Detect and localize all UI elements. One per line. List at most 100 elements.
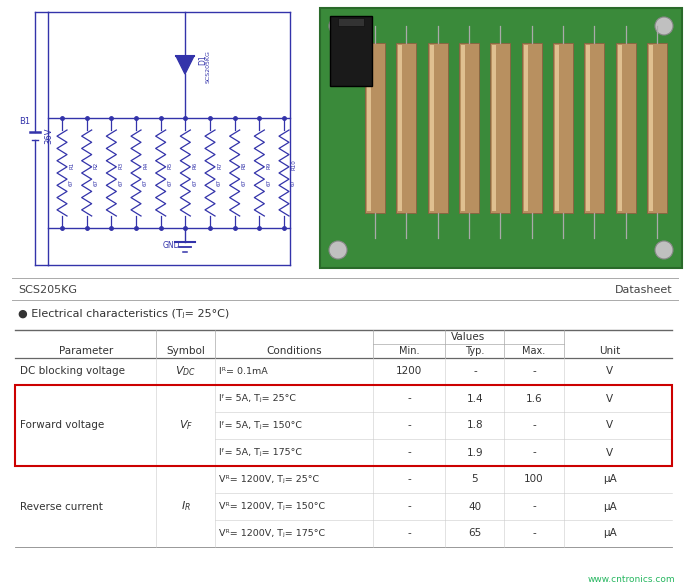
Bar [649,45,653,211]
Text: 67: 67 [241,179,246,186]
Text: Parameter: Parameter [59,346,112,356]
Text: SCS205KG: SCS205KG [18,285,77,295]
Text: Max.: Max. [522,346,546,356]
Text: μA: μA [602,529,616,539]
Circle shape [655,241,673,259]
Text: 36V: 36V [44,128,53,144]
Bar [584,43,604,213]
Text: 67: 67 [143,179,148,186]
Text: Values: Values [451,332,486,342]
Text: -: - [532,420,536,430]
Text: ● Electrical characteristics (Tⱼ= 25°C): ● Electrical characteristics (Tⱼ= 25°C) [18,308,229,318]
Bar [15,385,672,466]
Bar [553,43,573,213]
Bar [586,45,591,211]
Text: SCS205KG: SCS205KG [206,51,211,83]
Text: DC blocking voltage: DC blocking voltage [20,366,125,376]
Text: R7: R7 [217,161,222,169]
Text: R9: R9 [266,161,271,169]
Text: -: - [473,366,477,376]
Text: R8: R8 [241,161,246,169]
Text: D1: D1 [198,55,207,65]
Bar [365,43,385,213]
Text: 67: 67 [69,179,74,186]
Text: GND: GND [162,242,180,250]
Text: V: V [606,366,613,376]
Bar [430,45,434,211]
Circle shape [329,17,347,35]
Text: R6: R6 [193,161,197,169]
Text: Unit: Unit [599,346,620,356]
Text: -: - [532,502,536,512]
Text: V: V [606,420,613,430]
Bar [459,43,479,213]
Text: $V_{DC}$: $V_{DC}$ [175,365,197,379]
Text: R3: R3 [118,161,124,169]
Text: 40: 40 [469,502,482,512]
Bar [522,43,542,213]
Text: Iᶠ= 5A, Tⱼ= 25°C: Iᶠ= 5A, Tⱼ= 25°C [219,394,297,403]
Text: 67: 67 [168,179,172,186]
Text: R2: R2 [94,161,99,169]
Text: R4: R4 [143,161,148,169]
Text: $V_F$: $V_F$ [179,419,193,432]
Text: 67: 67 [118,179,124,186]
Bar [398,45,402,211]
Text: 1.6: 1.6 [526,393,542,403]
Circle shape [329,241,347,259]
Text: 67: 67 [266,179,271,186]
Text: Vᴿ= 1200V, Tⱼ= 25°C: Vᴿ= 1200V, Tⱼ= 25°C [219,475,319,484]
Bar [524,45,528,211]
Text: Forward voltage: Forward voltage [20,420,104,430]
Bar [555,45,559,211]
Text: www.cntronics.com: www.cntronics.com [587,576,675,584]
Text: -: - [407,393,411,403]
Bar [330,16,372,86]
Text: 100: 100 [524,475,544,485]
Bar [428,43,448,213]
Text: Min.: Min. [399,346,420,356]
Bar [396,43,416,213]
Polygon shape [176,56,194,74]
Text: 5: 5 [471,475,478,485]
Text: -: - [407,475,411,485]
Bar [493,45,496,211]
Text: Symbol: Symbol [166,346,205,356]
Bar [618,45,622,211]
Text: -: - [532,529,536,539]
Bar [338,18,364,26]
Text: 1200: 1200 [396,366,422,376]
Bar [320,8,682,268]
Text: Datasheet: Datasheet [614,285,672,295]
Text: -: - [407,420,411,430]
Circle shape [655,17,673,35]
Text: -: - [532,447,536,457]
Text: V: V [606,393,613,403]
Bar [647,43,667,213]
Text: Vᴿ= 1200V, Tⱼ= 150°C: Vᴿ= 1200V, Tⱼ= 150°C [219,502,326,511]
Text: Iᶠ= 5A, Tⱼ= 150°C: Iᶠ= 5A, Tⱼ= 150°C [219,421,302,430]
Text: B1: B1 [19,118,30,126]
Text: $I_R$: $I_R$ [181,500,191,513]
Text: 1.4: 1.4 [466,393,483,403]
Bar [615,43,635,213]
Text: 1.9: 1.9 [466,447,483,457]
Text: Vᴿ= 1200V, Tⱼ= 175°C: Vᴿ= 1200V, Tⱼ= 175°C [219,529,326,538]
Text: 1.8: 1.8 [466,420,483,430]
Text: 67: 67 [291,179,296,186]
Text: R10: R10 [291,159,296,171]
Text: R1: R1 [69,161,74,169]
Text: -: - [407,502,411,512]
Text: -: - [407,529,411,539]
Text: -: - [407,447,411,457]
Text: μA: μA [602,475,616,485]
Text: 67: 67 [94,179,99,186]
Text: R5: R5 [168,161,172,169]
Bar [461,45,465,211]
Text: Typ.: Typ. [465,346,484,356]
Text: μA: μA [602,502,616,512]
Bar [491,43,511,213]
Text: Conditions: Conditions [266,346,322,356]
Text: Iᴿ= 0.1mA: Iᴿ= 0.1mA [219,367,268,376]
Bar [367,45,371,211]
